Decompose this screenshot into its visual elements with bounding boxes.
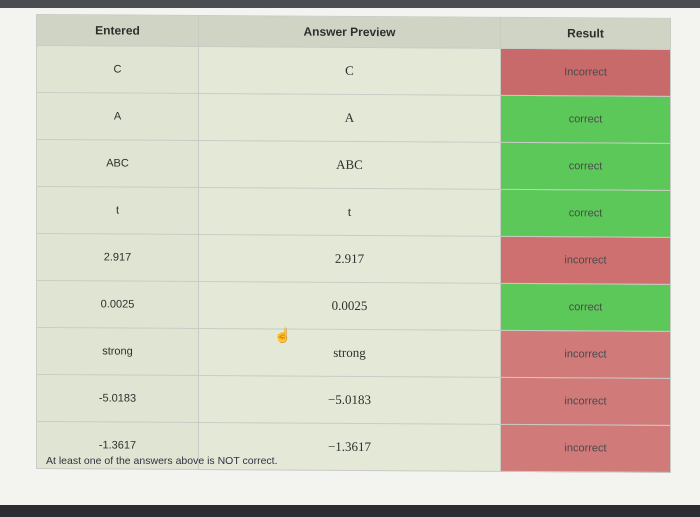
result-cell: correct (500, 142, 671, 191)
bottom-bezel-bar (0, 505, 700, 517)
preview-cell: A (198, 93, 501, 143)
entered-cell: t (36, 186, 199, 235)
entered-cell: ABC (36, 139, 199, 188)
table-row: 2.917 2.917 incorrect (36, 233, 671, 285)
header-result: Result (500, 17, 671, 50)
table-row: A A correct (36, 92, 671, 144)
preview-cell: t (198, 187, 501, 237)
result-cell: incorrect (500, 377, 671, 426)
answer-results-table: Entered Answer Preview Result C C Incorr… (36, 14, 671, 473)
table-header-row: Entered Answer Preview Result (36, 14, 671, 50)
preview-cell: strong (198, 328, 501, 378)
table-row: t t correct (36, 186, 671, 238)
header-answer-preview: Answer Preview (198, 15, 501, 49)
entered-cell: -5.0183 (36, 374, 199, 423)
result-cell: correct (500, 95, 671, 144)
table-row: C C Incorrect (36, 45, 671, 97)
preview-cell: ABC (198, 140, 501, 190)
entered-cell: strong (36, 327, 199, 376)
entered-cell: 0.0025 (36, 280, 199, 329)
result-cell: correct (500, 283, 671, 332)
table-row: ABC ABC correct (36, 139, 671, 191)
preview-cell: −5.0183 (198, 375, 501, 425)
table-row: -5.0183 −5.0183 incorrect (36, 374, 671, 426)
preview-cell: C (198, 46, 501, 96)
result-cell: correct (500, 189, 671, 238)
table-row: strong strong incorrect (36, 327, 671, 379)
preview-cell: 2.917 (198, 234, 501, 284)
result-cell: incorrect (500, 330, 671, 379)
entered-cell: A (36, 92, 199, 141)
feedback-message: At least one of the answers above is NOT… (46, 455, 278, 467)
result-cell: Incorrect (500, 48, 671, 97)
preview-cell: 0.0025 (198, 281, 501, 331)
entered-cell: 2.917 (36, 233, 199, 282)
result-cell: incorrect (500, 236, 671, 285)
table-row: 0.0025 0.0025 correct (36, 280, 671, 332)
result-cell: incorrect (500, 424, 671, 473)
entered-cell: C (36, 45, 199, 94)
hand-pointer-cursor-icon: ☝ (274, 327, 292, 343)
header-entered: Entered (36, 14, 199, 47)
window-top-strip (0, 0, 700, 8)
